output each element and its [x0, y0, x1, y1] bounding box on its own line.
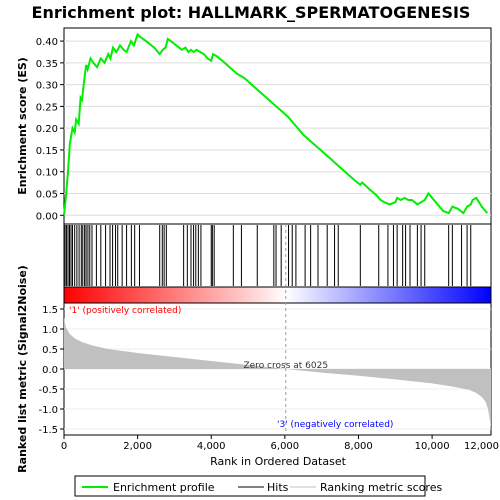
- es-y-tick-label: 0.10: [36, 168, 58, 179]
- es-panel: 0.00 0.05 0.10 0.15 0.20 0.25 0.30 0.35 0.40 Enr…: [16, 27, 492, 225]
- rank-gradient-bar: [63, 286, 492, 304]
- legend: Enrichment profile Hits Ranking metric s…: [74, 475, 442, 497]
- x-tick-label: 6,000: [271, 441, 300, 452]
- x-tick-label: 0: [61, 441, 67, 452]
- x-axis-ticks: 0 2,000 4,000 6,000 8,000 10,000 12,000: [61, 435, 499, 452]
- hits-panel: [63, 223, 492, 304]
- legend-label-hits: Hits: [267, 481, 289, 494]
- metric-y-tick-label: 0.5: [42, 345, 58, 356]
- metric-y-tick-label: 0.0: [42, 365, 58, 376]
- metric-y-tick-label: -1.0: [38, 405, 58, 416]
- es-y-tick-label: 0.30: [36, 81, 58, 92]
- es-panel-frame: [63, 27, 492, 225]
- metric-panel: -1.5 -1.0 -0.5 0.0 0.5 1.0 1.5 Zero cross at 6…: [16, 224, 492, 473]
- x-tick-label: 8,000: [344, 441, 373, 452]
- x-axis-label: Rank in Ordered Dataset: [210, 455, 347, 468]
- zero-cross-label: Zero cross at 6025: [243, 361, 328, 371]
- hit-lines: [64, 225, 472, 286]
- chart-title: Enrichment plot: HALLMARK_SPERMATOGENESI…: [32, 3, 471, 22]
- metric-y-tick-label: -0.5: [38, 385, 58, 396]
- negative-correlation-label: '3' (negatively correlated): [277, 420, 393, 430]
- metric-y-ticks: -1.5 -1.0 -0.5 0.0 0.5 1.0 1.5: [38, 305, 64, 436]
- x-tick-label: 12,000: [464, 441, 499, 452]
- positive-correlation-label: '1' (positively correlated): [69, 306, 181, 316]
- x-tick-label: 10,000: [415, 441, 450, 452]
- es-y-tick-label: 0.25: [36, 102, 58, 113]
- metric-y-tick-label: 1.0: [42, 325, 58, 336]
- metric-y-tick-label: -1.5: [38, 425, 58, 436]
- es-y-tick-label: 0.35: [36, 59, 58, 70]
- es-y-ticks: 0.00 0.05 0.10 0.15 0.20 0.25 0.30 0.35 0.40: [36, 37, 64, 222]
- es-y-tick-label: 0.20: [36, 124, 58, 135]
- es-y-tick-label: 0.00: [36, 211, 58, 222]
- metric-y-tick-label: 1.5: [42, 305, 58, 316]
- es-y-tick-label: 0.40: [36, 37, 58, 48]
- metric-y-axis-label: Ranked list metric (Signal2Noise): [16, 265, 29, 473]
- es-series-line: [63, 32, 489, 216]
- legend-label-metric: Ranking metric scores: [320, 481, 442, 494]
- x-tick-label: 4,000: [197, 441, 226, 452]
- es-y-tick-label: 0.05: [36, 190, 58, 201]
- hits-panel-frame: [63, 223, 492, 288]
- es-y-axis-label: Enrichment score (ES): [16, 57, 29, 195]
- metric-area: [64, 317, 491, 429]
- legend-box: [74, 475, 426, 497]
- es-y-tick-label: 0.15: [36, 146, 58, 157]
- x-tick-label: 2,000: [123, 441, 152, 452]
- legend-label-enrichment: Enrichment profile: [113, 481, 215, 494]
